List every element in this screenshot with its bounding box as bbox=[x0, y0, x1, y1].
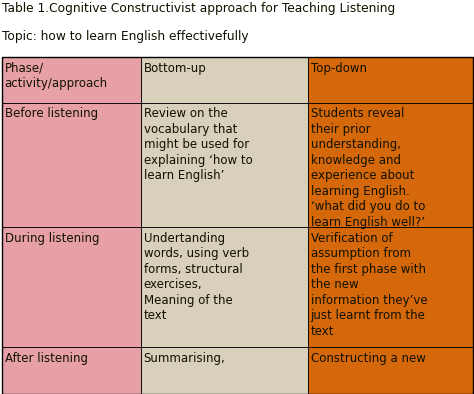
Text: Before listening: Before listening bbox=[5, 107, 98, 120]
Text: Phase/
activity/approach: Phase/ activity/approach bbox=[5, 62, 108, 90]
Bar bbox=[2, 102, 141, 227]
Text: Summarising,: Summarising, bbox=[144, 351, 225, 364]
Text: Topic: how to learn English effectivefully: Topic: how to learn English effectiveful… bbox=[2, 30, 249, 43]
Bar bbox=[141, 102, 308, 227]
Text: After listening: After listening bbox=[5, 351, 88, 364]
Text: Top-down: Top-down bbox=[310, 62, 367, 75]
Bar bbox=[308, 102, 473, 227]
Bar bbox=[2, 57, 473, 394]
Bar bbox=[308, 347, 473, 394]
Text: Students reveal
their prior
understanding,
knowledge and
experience about
learni: Students reveal their prior understandin… bbox=[310, 107, 425, 229]
Text: Undertanding
words, using verb
forms, structural
exercises,
Meaning of the
text: Undertanding words, using verb forms, st… bbox=[144, 232, 249, 322]
Text: During listening: During listening bbox=[5, 232, 99, 245]
Bar bbox=[2, 227, 141, 347]
Text: Constructing a new: Constructing a new bbox=[310, 351, 426, 364]
Bar bbox=[141, 57, 308, 102]
Text: Review on the
vocabulary that
might be used for
explaining ‘how to
learn English: Review on the vocabulary that might be u… bbox=[144, 107, 252, 182]
Bar bbox=[141, 347, 308, 394]
Bar bbox=[2, 347, 141, 394]
Text: Verification of
assumption from
the first phase with
the new
information they’ve: Verification of assumption from the firs… bbox=[310, 232, 427, 338]
Text: Bottom-up: Bottom-up bbox=[144, 62, 206, 75]
Text: Table 1.Cognitive Constructivist approach for Teaching Listening: Table 1.Cognitive Constructivist approac… bbox=[2, 2, 396, 15]
Bar bbox=[141, 227, 308, 347]
Bar bbox=[308, 57, 473, 102]
Bar bbox=[2, 57, 141, 102]
Bar bbox=[308, 227, 473, 347]
